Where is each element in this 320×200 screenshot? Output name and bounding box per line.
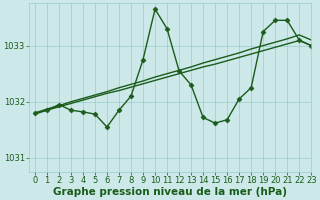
X-axis label: Graphe pression niveau de la mer (hPa): Graphe pression niveau de la mer (hPa) <box>53 187 287 197</box>
